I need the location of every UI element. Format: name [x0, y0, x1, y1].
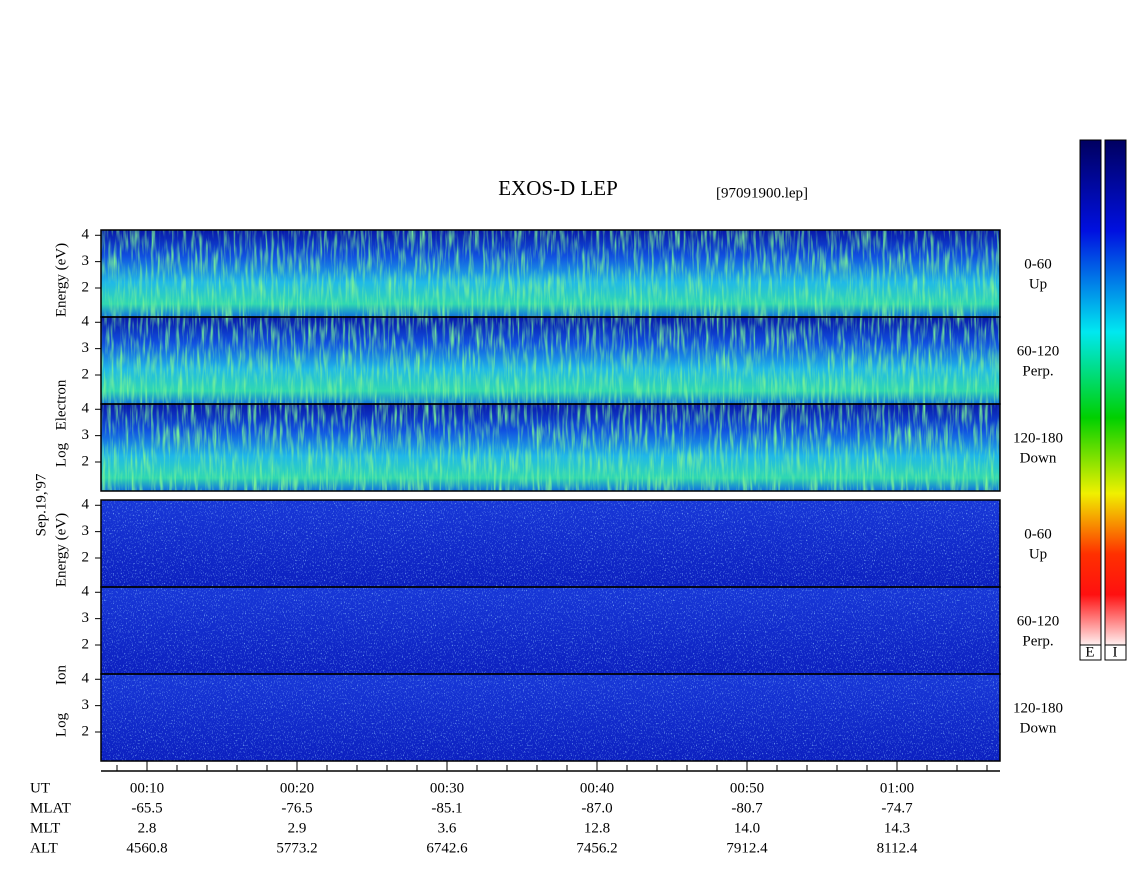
y-tick-label: 4: [82, 497, 90, 513]
panel-frame: [100, 673, 1001, 762]
ephemeris-value: 3.6: [438, 820, 457, 836]
colorbar: [1079, 139, 1102, 646]
y-tick-label: 2: [82, 453, 90, 469]
ephemeris-value: -74.7: [881, 800, 913, 816]
title: EXOS-D LEP: [498, 176, 618, 200]
ephemeris-value: 7456.2: [576, 840, 617, 856]
panel-direction: Down: [1020, 720, 1057, 736]
ephemeris-value: -76.5: [281, 800, 312, 816]
ephemeris-value: 8112.4: [877, 840, 918, 856]
ephemeris-value: 7912.4: [726, 840, 768, 856]
panel-direction: Down: [1020, 450, 1057, 466]
y-tick-label: 3: [82, 340, 90, 356]
axis-label: Ion: [53, 665, 69, 685]
spectrogram-noise: [101, 674, 1000, 761]
ephemeris-value: 14.0: [734, 820, 760, 836]
panel-direction: Perp.: [1022, 363, 1053, 379]
y-tick-label: 4: [82, 314, 90, 330]
spectrogram-noise: [101, 404, 1000, 491]
ephemeris-name: MLT: [30, 820, 60, 836]
panel-angle: 120-180: [1013, 430, 1063, 446]
axis-label: Energy (eV): [53, 513, 69, 587]
ephemeris-value: 4560.8: [126, 840, 167, 856]
panel-frame: [100, 403, 1001, 492]
panel-angle: 60-120: [1017, 613, 1060, 629]
ephemeris-value: 00:50: [730, 780, 764, 796]
ephemeris-value: 12.8: [584, 820, 610, 836]
date: Sep.19,'97: [33, 473, 49, 536]
y-tick-label: 2: [82, 636, 90, 652]
ephemeris-value: 2.9: [288, 820, 307, 836]
panel-angle: 0-60: [1024, 256, 1052, 272]
axis-label: Log: [53, 442, 69, 467]
y-tick-label: 2: [82, 723, 90, 739]
axis-label: Energy (eV): [53, 243, 69, 317]
y-tick-label: 3: [82, 697, 90, 713]
y-tick-label: 2: [82, 549, 90, 565]
y-tick-label: 4: [82, 401, 90, 417]
y-tick-label: 3: [82, 427, 90, 443]
colorbar-label: E: [1085, 644, 1094, 660]
panel-angle: 60-120: [1017, 343, 1060, 359]
panel-direction: Up: [1029, 276, 1047, 292]
ephemeris-value: -65.5: [131, 800, 162, 816]
ephemeris-value: 01:00: [880, 780, 914, 796]
ephemeris-value: 5773.2: [276, 840, 317, 856]
ephemeris-value: 00:20: [280, 780, 314, 796]
spectrogram-noise: [101, 317, 1000, 404]
y-tick-label: 4: [82, 584, 90, 600]
panel-direction: Up: [1029, 546, 1047, 562]
y-tick-label: 4: [82, 671, 90, 687]
ephemeris-name: ALT: [30, 840, 58, 856]
axes: 2 3 4 0-60 Up 2 3 4 60-120 Perp. 2 3 4 120-180 Down Log…: [30, 227, 1063, 857]
ephemeris-value: -80.7: [731, 800, 763, 816]
ephemeris-value: -85.1: [431, 800, 462, 816]
ephemeris-value: 14.3: [884, 820, 910, 836]
file-name: [97091900.lep]: [716, 185, 808, 201]
ephemeris-value: 00:10: [130, 780, 164, 796]
ephemeris-value: 00:30: [430, 780, 464, 796]
y-tick-label: 3: [82, 253, 90, 269]
ephemeris-value: 6742.6: [426, 840, 468, 856]
spectrograms: [101, 230, 1000, 761]
colorbars: E I: [1079, 139, 1127, 661]
colorbar-label: I: [1113, 644, 1118, 660]
ephemeris-name: MLAT: [30, 800, 71, 816]
panel-angle: 0-60: [1024, 526, 1052, 542]
y-tick-label: 2: [82, 279, 90, 295]
colorbar: [1104, 139, 1127, 646]
ephemeris-value: -87.0: [581, 800, 612, 816]
ephemeris-value: 2.8: [138, 820, 157, 836]
y-tick-label: 2: [82, 366, 90, 382]
panel-angle: 120-180: [1013, 700, 1063, 716]
panel-direction: Perp.: [1022, 633, 1053, 649]
spectrogram-noise: [101, 230, 1000, 317]
y-tick-label: 3: [82, 610, 90, 626]
spectrogram-noise: [101, 500, 1000, 587]
colorbar-box: [1079, 644, 1102, 661]
ephemeris-name: UT: [30, 780, 50, 796]
axis-label: Electron: [53, 379, 69, 430]
ephemeris-value: 00:40: [580, 780, 614, 796]
axis-label: Log: [53, 712, 69, 737]
y-tick-label: 4: [82, 227, 90, 243]
colorbar-box: [1104, 644, 1127, 661]
y-tick-label: 3: [82, 523, 90, 539]
spectrogram-noise: [101, 587, 1000, 674]
